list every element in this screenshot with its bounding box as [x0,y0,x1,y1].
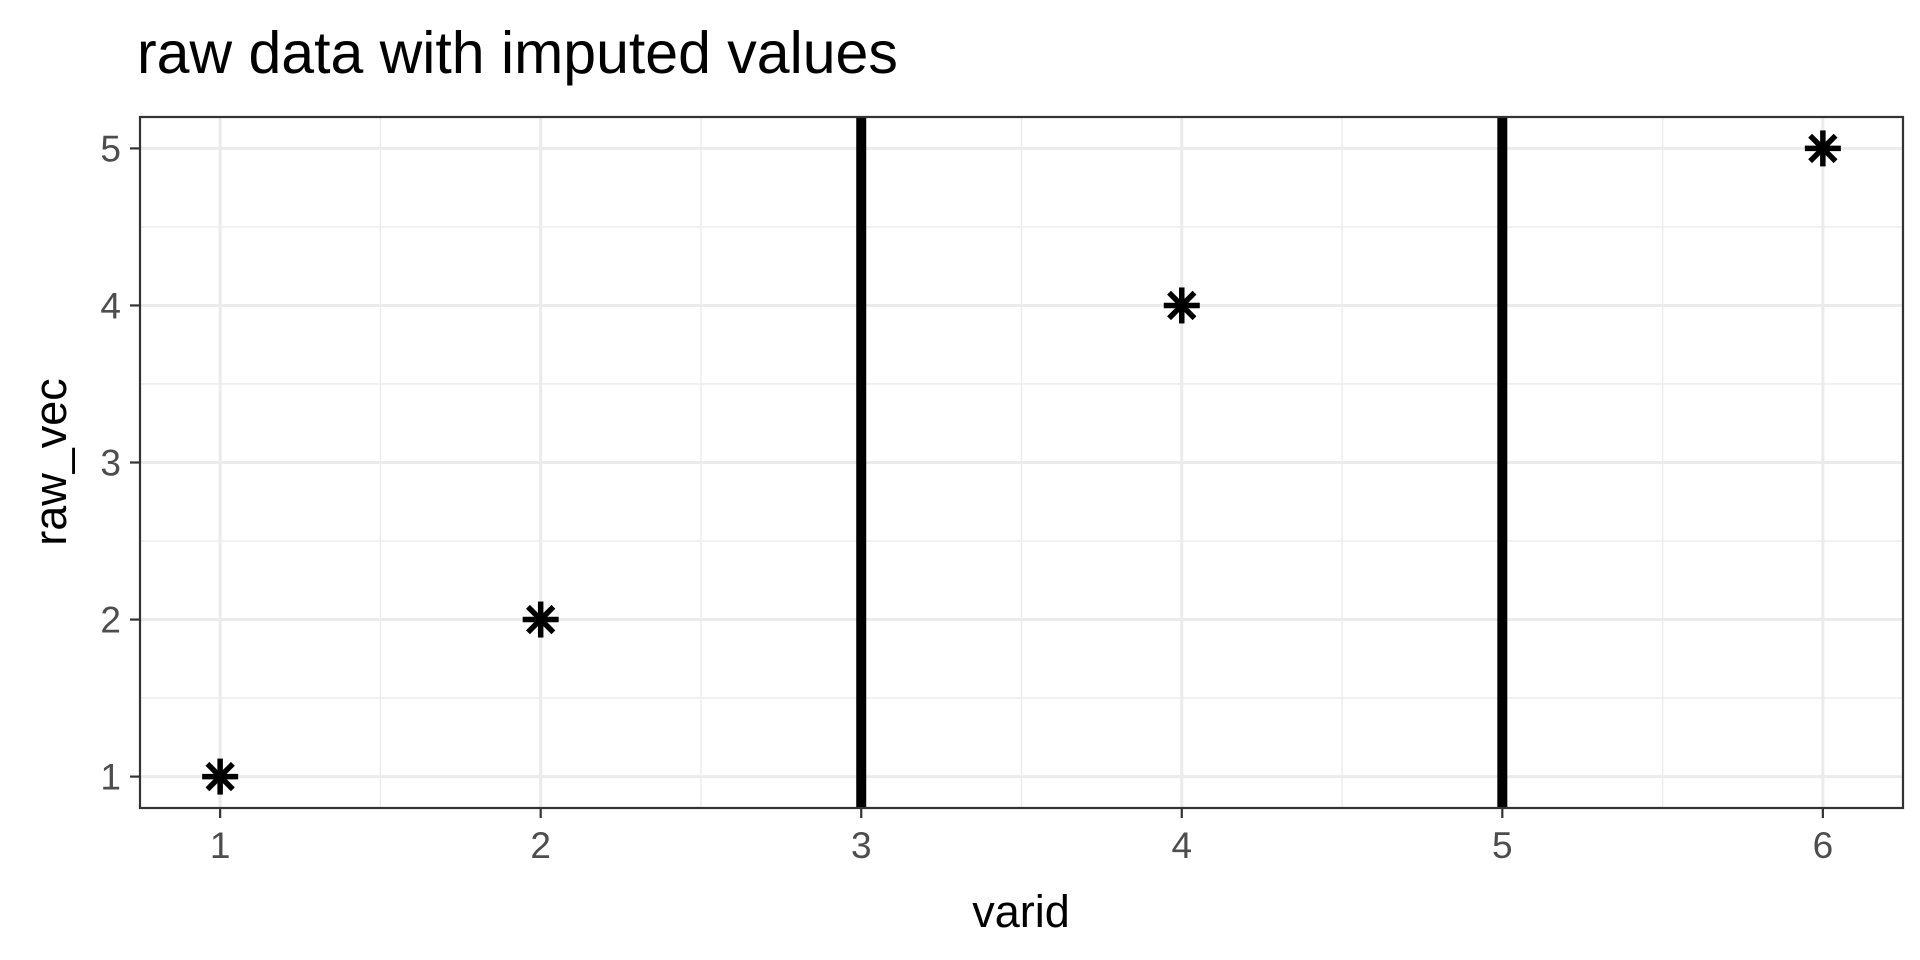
y-axis-title: raw_vec [25,378,76,546]
x-tick-label: 4 [1171,825,1192,866]
x-tick-label: 2 [530,825,551,866]
data-points [202,130,1841,795]
y-tick-label: 2 [100,600,121,641]
chart-title: raw data with imputed values [137,20,898,86]
vertical-lines [856,117,1508,808]
axis-ticks: 1 2 3 4 5 6 1 2 3 4 5 [100,128,1833,866]
x-axis-title: varid [972,886,1070,937]
y-tick-label: 5 [100,128,121,169]
x-tick-label: 1 [210,825,231,866]
x-tick-label: 6 [1813,825,1834,866]
data-point [522,601,559,638]
y-tick-label: 1 [100,757,121,798]
y-tick-label: 4 [100,285,121,326]
grid-layer [140,117,1903,808]
data-point [1804,130,1841,167]
x-tick-label: 5 [1492,825,1513,866]
data-point [202,758,239,795]
y-tick-label: 3 [100,443,121,484]
x-tick-label: 3 [851,825,872,866]
data-point [1163,287,1200,324]
